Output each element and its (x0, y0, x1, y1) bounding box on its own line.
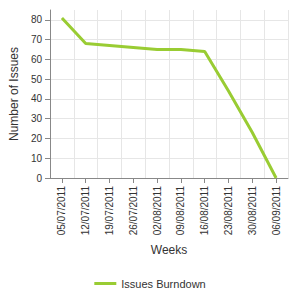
svg-text:02/08/2011: 02/08/2011 (152, 186, 163, 236)
svg-text:05/07/2011: 05/07/2011 (56, 186, 67, 236)
svg-text:10: 10 (31, 153, 43, 164)
svg-text:19/07/2011: 19/07/2011 (104, 186, 115, 236)
svg-text:16/08/2011: 16/08/2011 (199, 186, 210, 236)
svg-text:12/07/2011: 12/07/2011 (80, 186, 91, 236)
svg-text:80: 80 (31, 14, 43, 25)
svg-text:Number of Issues: Number of Issues (7, 47, 21, 141)
svg-text:23/08/2011: 23/08/2011 (223, 186, 234, 236)
svg-text:Issues Burndown: Issues Burndown (121, 278, 205, 290)
svg-text:Weeks: Weeks (151, 243, 187, 257)
svg-text:30/08/2011: 30/08/2011 (247, 186, 258, 236)
svg-text:0: 0 (36, 173, 42, 184)
svg-text:20: 20 (31, 133, 43, 144)
svg-text:60: 60 (31, 54, 43, 65)
svg-text:26/07/2011: 26/07/2011 (128, 186, 139, 236)
svg-text:09/08/2011: 09/08/2011 (175, 186, 186, 236)
svg-text:30: 30 (31, 113, 43, 124)
svg-text:06/09/2011: 06/09/2011 (271, 186, 282, 236)
svg-text:40: 40 (31, 93, 43, 104)
svg-text:50: 50 (31, 74, 43, 85)
svg-text:70: 70 (31, 34, 43, 45)
